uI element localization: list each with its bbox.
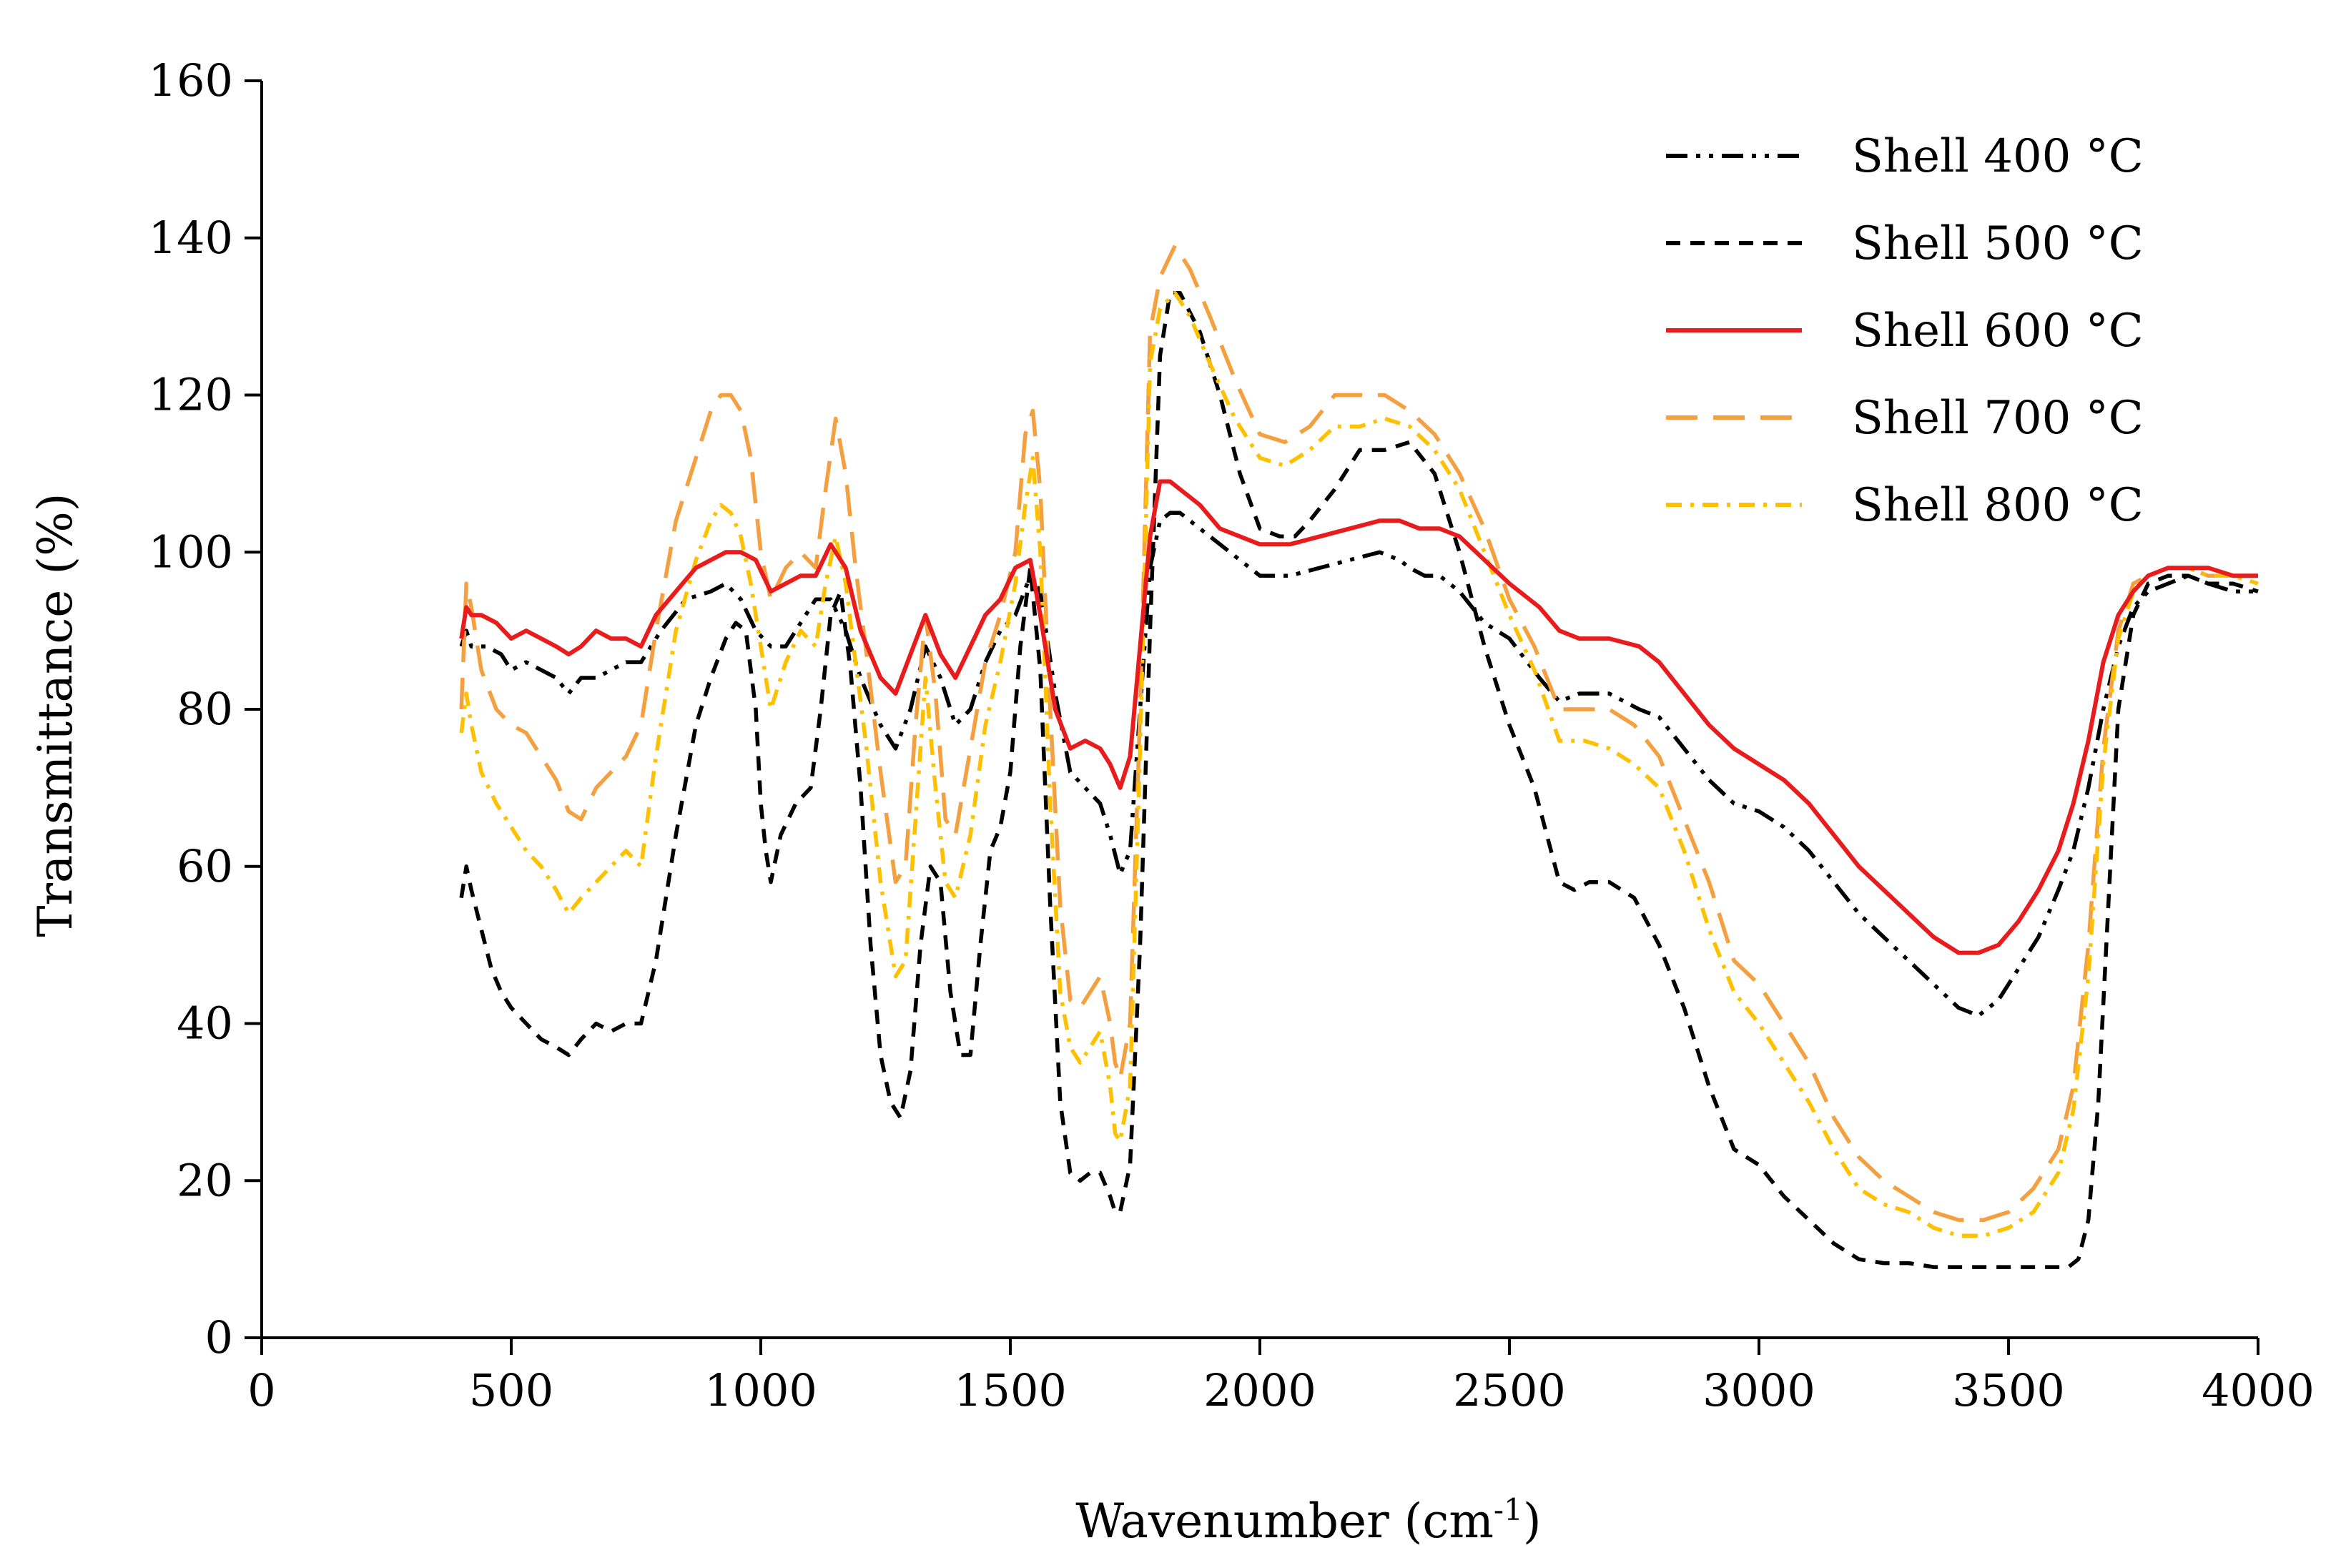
series-line-400c	[459, 511, 2258, 1018]
series-line-600c	[459, 479, 2258, 955]
x-tick-label: 1000	[704, 1364, 817, 1416]
y-tick-label: 60	[177, 840, 233, 892]
x-axis-title-close: )	[1523, 1494, 1542, 1549]
x-tick-label: 0	[247, 1364, 275, 1416]
y-tick-label: 160	[149, 54, 233, 107]
legend-label: Shell 400 °C	[1852, 130, 2144, 183]
x-axis-title-main: Wavenumber (cm	[1075, 1494, 1494, 1549]
y-tick-label: 120	[149, 369, 233, 421]
legend-label: Shell 500 °C	[1852, 217, 2144, 270]
y-tick-label: 20	[177, 1154, 233, 1206]
x-axis-title: Wavenumber (cm-1)	[1075, 1492, 1541, 1549]
x-axis-title-sup: -1	[1494, 1492, 1523, 1527]
y-axis-title: Transmittance (%)	[28, 493, 83, 937]
y-tick-label: 0	[205, 1311, 233, 1364]
plot-area	[459, 243, 2259, 1269]
x-tick-label: 4000	[2202, 1364, 2315, 1416]
series-line-500c	[459, 290, 2259, 1269]
x-tick-label: 500	[469, 1364, 553, 1416]
y-tick-label: 140	[149, 212, 233, 264]
y-tick-label: 100	[149, 526, 233, 578]
legend-label: Shell 800 °C	[1852, 479, 2144, 532]
axes: 0 20 40 60 80 100 120 140 160 0 500 1000 1500 2000 250…	[149, 54, 2315, 1416]
x-tick-label: 1500	[954, 1364, 1067, 1416]
legend: Shell 400 °C Shell 500 °C Shell 600 °C Shel…	[1666, 130, 2144, 532]
legend-label: Shell 700 °C	[1852, 392, 2144, 445]
y-tick-label: 80	[177, 683, 233, 735]
x-tick-label: 3000	[1702, 1364, 1815, 1416]
y-tick-label: 40	[177, 997, 233, 1050]
x-tick-label: 3500	[1952, 1364, 2065, 1416]
x-tick-label: 2000	[1203, 1364, 1316, 1416]
legend-label: Shell 600 °C	[1852, 305, 2144, 358]
x-tick-label: 2500	[1453, 1364, 1566, 1416]
